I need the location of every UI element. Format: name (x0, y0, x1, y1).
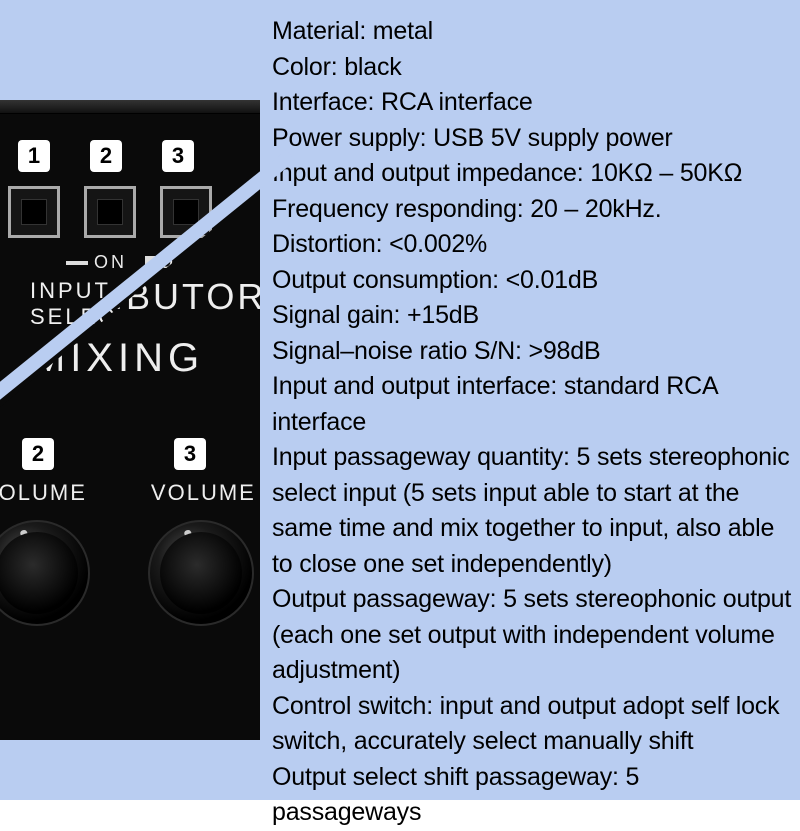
spec-line: Signal gain: +15dB (272, 298, 792, 334)
volume-label-row: VOLUME VOLUME (0, 480, 256, 506)
selector-button-row (8, 186, 212, 238)
spec-line: Color: black (272, 50, 792, 86)
spec-line: Power supply: USB 5V supply power (272, 121, 792, 157)
volume-number-row: 2 3 (22, 438, 206, 470)
spec-line: Output passageway: 5 sets stereophonic o… (272, 582, 792, 689)
spec-line: Output consumption: <0.01dB (272, 263, 792, 299)
spec-line: Frequency responding: 20 – 20kHz. (272, 192, 792, 228)
spec-line: Input and output interface: standard RCA… (272, 369, 792, 440)
spec-line: Output select shift passageway: 5 passag… (272, 760, 792, 831)
volume-label-2: VOLUME (0, 480, 87, 506)
device-bevel (0, 100, 260, 114)
spec-line: Input passageway quantity: 5 sets stereo… (272, 440, 792, 582)
spec-line: Interface: RCA interface (272, 85, 792, 121)
spec-line: Control switch: input and output adopt s… (272, 689, 792, 760)
selector-badge-1: 1 (18, 140, 50, 172)
volume-knob-3 (148, 520, 254, 626)
spec-line: Signal–noise ratio S/N: >98dB (272, 334, 792, 370)
spec-list: Material: metalColor: blackInterface: RC… (260, 0, 800, 800)
spec-line: Distortion: <0.002% (272, 227, 792, 263)
selector-button-2 (84, 186, 136, 238)
product-image-panel: 1 2 3 ONO INPUT SELECTOR IO RIBUTOR L MI… (0, 0, 260, 800)
spec-line: Material: metal (272, 14, 792, 50)
selector-button-1 (8, 186, 60, 238)
selector-badge-2: 2 (90, 140, 122, 172)
selector-number-row: 1 2 3 (18, 140, 194, 172)
on-text: ON (94, 252, 127, 272)
selector-badge-3: 3 (162, 140, 194, 172)
spec-line: Input and output impedance: 10KΩ – 50KΩ (272, 156, 792, 192)
volume-knob-2 (0, 520, 90, 626)
volume-badge-3: 3 (174, 438, 206, 470)
volume-badge-2: 2 (22, 438, 54, 470)
knob-row (0, 520, 254, 626)
volume-label-3: VOLUME (151, 480, 256, 506)
